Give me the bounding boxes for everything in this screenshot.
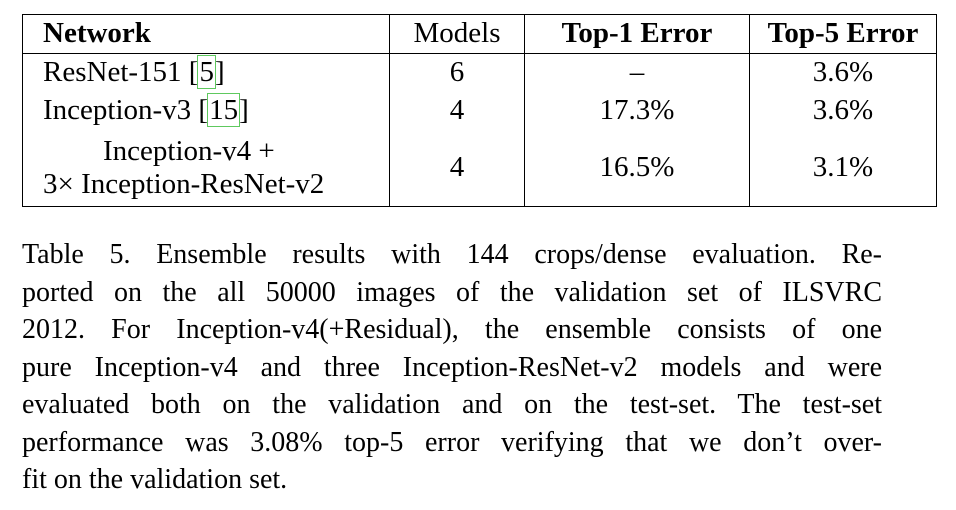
citation-link[interactable]: 15 [207, 93, 241, 128]
row-network: Inception-v4 + 3× Inception-ResNet-v2 [23, 130, 390, 207]
row-models: 4 [389, 92, 525, 130]
row-models: 6 [389, 53, 525, 92]
row-top1-error: 17.3% [524, 92, 750, 130]
table-row: ResNet-151 [5] 6 – 3.6% [23, 53, 937, 93]
caption-line: ported on the all 50000 images of the va… [22, 276, 882, 308]
row-top1-error: – [524, 53, 750, 92]
network-name: ResNet-151 [43, 56, 189, 89]
row-top5-error: 3.6% [749, 92, 937, 130]
row-network: ResNet-151 [5] [23, 54, 390, 93]
caption-line: performance was 3.08% top-5 error verify… [22, 426, 882, 458]
network-name: Inception-v3 [43, 94, 199, 127]
caption-line: fit on the validation set. [22, 464, 288, 495]
cite-close: ] [239, 94, 249, 127]
caption-line: 2012. For Inception-v4(+Residual), the e… [22, 314, 882, 345]
cite-open: [ [198, 94, 209, 127]
table-row: Inception-v3 [15] 4 17.3% 3.6% [23, 92, 937, 130]
cite-close: ] [214, 56, 225, 89]
network-name-line1: Inception-v4 + [103, 134, 275, 167]
row-top5-error: 3.1% [749, 130, 937, 207]
network-name-line2: 3× Inception-ResNet-v2 [43, 168, 325, 200]
caption-line: evaluated both on the validation and on … [22, 389, 882, 420]
row-top5-error: 3.6% [749, 53, 937, 92]
row-network: Inception-v3 [15] [23, 92, 390, 130]
table-caption: Table 5. Ensemble results with 144 crops… [22, 236, 882, 499]
table-row: Inception-v4 + 3× Inception-ResNet-v2 4 … [23, 130, 937, 207]
citation-link[interactable]: 5 [197, 55, 216, 90]
table-header-row: Network Models Top-1 Error Top-5 Error [22, 14, 937, 54]
cite-open: [ [188, 56, 199, 89]
header-top5-error: Top-5 Error [749, 14, 937, 54]
results-table: Network Models Top-1 Error Top-5 Error R… [22, 14, 937, 207]
header-network: Network [22, 14, 390, 54]
header-top1-error: Top-1 Error [524, 14, 750, 54]
row-top1-error: 16.5% [524, 130, 750, 207]
caption-line: Table 5. Ensemble results with 144 crops… [22, 239, 882, 270]
row-models: 4 [389, 130, 525, 207]
header-models: Models [389, 14, 525, 54]
caption-line: pure Inception-v4 and three Inception-Re… [22, 351, 882, 383]
